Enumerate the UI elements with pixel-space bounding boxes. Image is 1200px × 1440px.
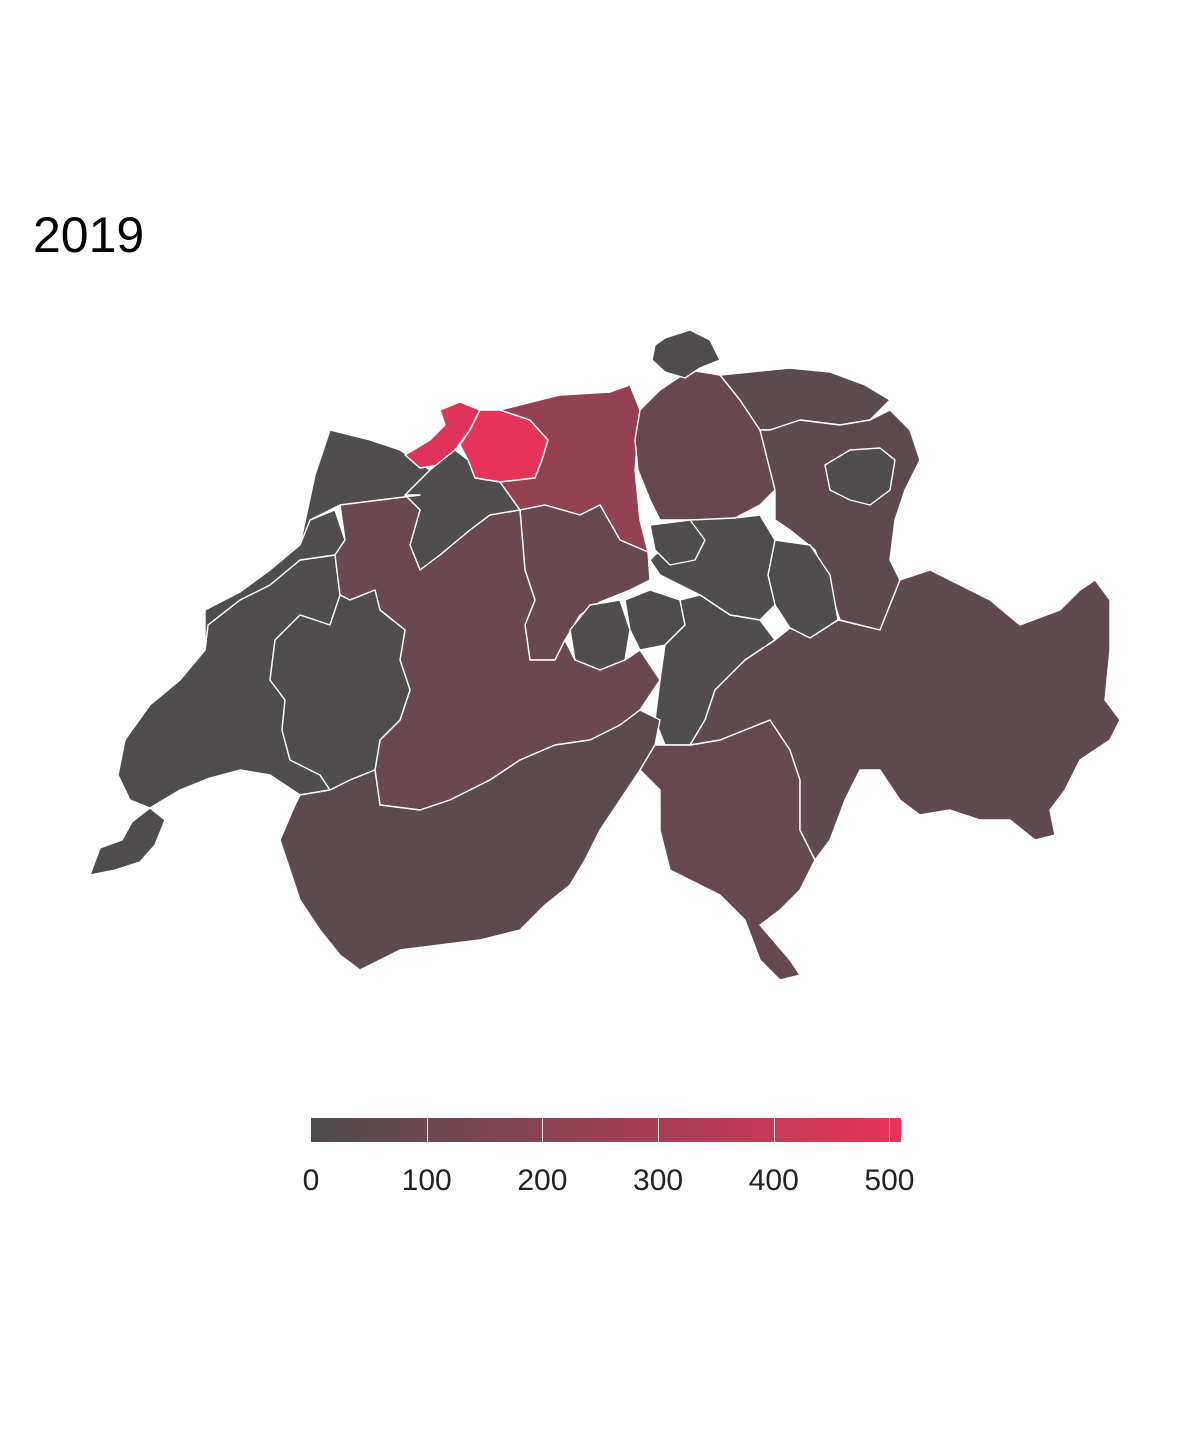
region-appenzell (824, 447, 896, 506)
region-geneva (89, 807, 166, 876)
region-ticino (639, 719, 816, 981)
region-zurich (634, 369, 776, 521)
region-valais (279, 709, 661, 971)
region-fribourg (269, 589, 411, 791)
map-title: 2019 (33, 207, 145, 263)
region-zug (649, 519, 706, 566)
region-neuchatel (204, 509, 346, 651)
region-graubunden (689, 569, 1121, 861)
region-schaffhausen (651, 329, 721, 379)
